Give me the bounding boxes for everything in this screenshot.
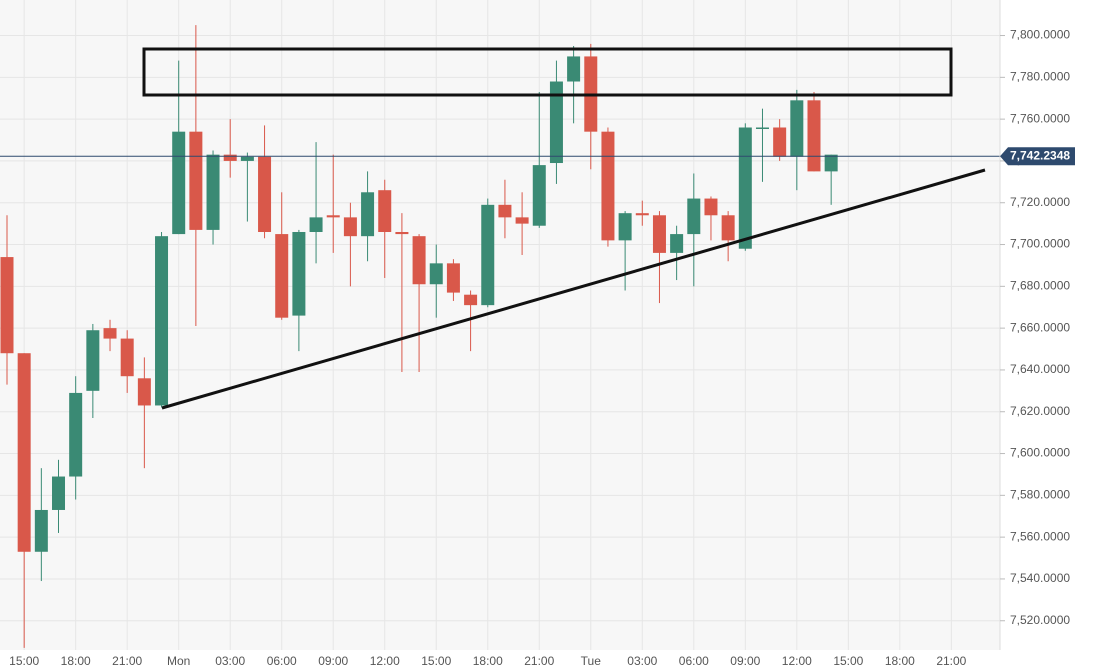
x-tick-label: 15:00 bbox=[9, 654, 39, 668]
candle-body bbox=[824, 154, 838, 172]
candle-body bbox=[773, 127, 787, 157]
y-tick-label: 7,800.0000 bbox=[1010, 28, 1070, 42]
candle-body bbox=[326, 215, 340, 218]
y-tick-label: 7,720.0000 bbox=[1010, 195, 1070, 209]
x-tick-label: 12:00 bbox=[370, 654, 400, 668]
candle-body bbox=[807, 100, 821, 172]
candle-body bbox=[687, 198, 701, 235]
y-tick-label: 7,680.0000 bbox=[1010, 279, 1070, 293]
trend-line bbox=[161, 168, 986, 410]
x-tick-label: 06:00 bbox=[267, 654, 297, 668]
candle-body bbox=[412, 236, 426, 285]
candle-body bbox=[103, 328, 117, 339]
candle-body bbox=[34, 509, 48, 552]
y-tick-label: 7,620.0000 bbox=[1010, 404, 1070, 418]
candle-body bbox=[670, 234, 684, 253]
candle-body bbox=[755, 127, 769, 129]
candle-body bbox=[155, 236, 169, 406]
candle-body bbox=[721, 215, 735, 241]
candle-body bbox=[635, 213, 649, 216]
candle-body bbox=[601, 131, 615, 241]
candle-body bbox=[429, 263, 443, 285]
candle-body bbox=[361, 192, 375, 237]
y-tick-label: 7,600.0000 bbox=[1010, 446, 1070, 460]
candle-body bbox=[52, 476, 66, 510]
x-tick-label: 09:00 bbox=[730, 654, 760, 668]
x-tick-label: 06:00 bbox=[679, 654, 709, 668]
candle-body bbox=[515, 217, 529, 224]
x-tick-label: 12:00 bbox=[782, 654, 812, 668]
x-tick-label: 03:00 bbox=[627, 654, 657, 668]
candle-body bbox=[549, 81, 563, 164]
candles bbox=[0, 25, 1000, 648]
candle-body bbox=[652, 215, 666, 253]
grid bbox=[0, 0, 1000, 650]
candle-body bbox=[172, 131, 186, 235]
y-tick-label: 7,640.0000 bbox=[1010, 362, 1070, 376]
x-tick-label: 21:00 bbox=[112, 654, 142, 668]
x-tick-label: Tue bbox=[581, 654, 602, 668]
candle-body bbox=[790, 100, 804, 157]
y-tick-label: 7,780.0000 bbox=[1010, 70, 1070, 84]
candle-body bbox=[240, 156, 254, 161]
x-tick-label: 15:00 bbox=[833, 654, 863, 668]
candle-body bbox=[189, 131, 203, 230]
candle-body bbox=[446, 263, 460, 293]
candle-body bbox=[292, 231, 306, 316]
x-tick-label: Mon bbox=[167, 654, 190, 668]
labels: 7,520.0000 7,540.0000 7,560.0000 7,580.0000… bbox=[9, 28, 1075, 668]
candle-body bbox=[309, 217, 323, 232]
candle-body bbox=[704, 198, 718, 216]
x-tick-label: 18:00 bbox=[61, 654, 91, 668]
resistance-box bbox=[142, 47, 953, 97]
y-tick-label: 7,660.0000 bbox=[1010, 320, 1070, 334]
candle-body bbox=[206, 154, 220, 230]
candle-body bbox=[481, 204, 495, 306]
candle-body bbox=[532, 165, 546, 226]
candle-body bbox=[378, 190, 392, 232]
y-tick-label: 7,560.0000 bbox=[1010, 529, 1070, 543]
x-tick-label: 21:00 bbox=[936, 654, 966, 668]
x-tick-label: 18:00 bbox=[885, 654, 915, 668]
candle-body bbox=[618, 213, 632, 241]
y-tick-label: 7,580.0000 bbox=[1010, 488, 1070, 502]
candle-body bbox=[137, 378, 151, 406]
candle-body bbox=[275, 234, 289, 318]
y-tick-label: 7,700.0000 bbox=[1010, 237, 1070, 251]
x-tick-label: 09:00 bbox=[318, 654, 348, 668]
last-price-label: 7,742.2348 bbox=[1010, 148, 1070, 162]
candle-body bbox=[120, 338, 134, 377]
x-tick-label: 15:00 bbox=[421, 654, 451, 668]
y-tick-label: 7,760.0000 bbox=[1010, 111, 1070, 125]
y-tick-label: 7,520.0000 bbox=[1010, 613, 1070, 627]
candle-body bbox=[395, 231, 409, 235]
candle-body bbox=[738, 127, 752, 249]
last-price-tag bbox=[1000, 147, 1075, 166]
candle-body bbox=[17, 353, 31, 552]
plot-background bbox=[0, 0, 1000, 650]
candle-body bbox=[86, 330, 100, 391]
candle-body bbox=[258, 156, 272, 232]
x-tick-label: 18:00 bbox=[473, 654, 503, 668]
x-tick-label: 03:00 bbox=[215, 654, 245, 668]
y-tick-label: 7,540.0000 bbox=[1010, 571, 1070, 585]
x-tick-label: 21:00 bbox=[524, 654, 554, 668]
candle-body bbox=[0, 257, 14, 354]
candle-body bbox=[464, 294, 478, 306]
candle-body bbox=[567, 56, 581, 82]
candle-body bbox=[343, 217, 357, 237]
candle-body bbox=[223, 154, 237, 161]
candle-body bbox=[69, 392, 83, 477]
candle-body bbox=[498, 204, 512, 218]
